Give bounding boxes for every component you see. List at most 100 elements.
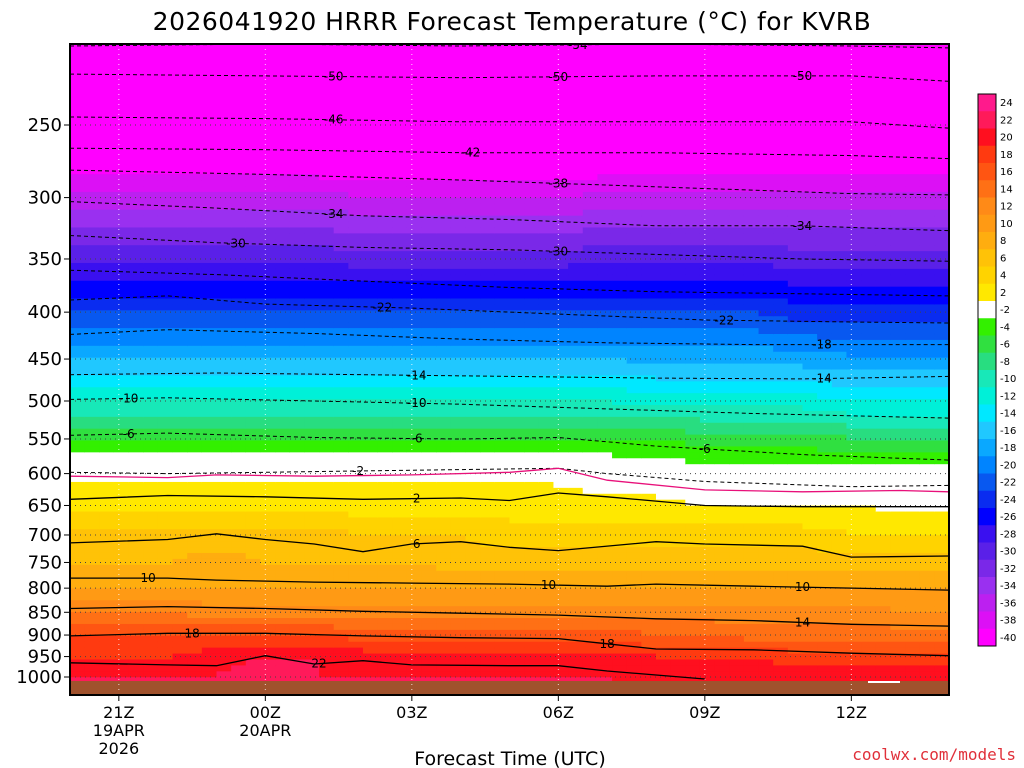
temperature-cell — [201, 594, 218, 601]
temperature-cell — [480, 191, 496, 199]
temperature-cell — [201, 381, 218, 388]
temperature-cell — [187, 209, 203, 217]
temperature-cell — [538, 351, 555, 359]
temperature-cell — [392, 576, 408, 584]
temperature-cell — [421, 363, 437, 371]
temperature-cell — [699, 487, 716, 495]
temperature-cell — [304, 67, 320, 75]
temperature-cell — [494, 671, 511, 678]
temperature-cell — [494, 416, 511, 424]
temperature-cell — [568, 594, 584, 601]
temperature-cell — [319, 558, 335, 566]
temperature-cell — [480, 677, 496, 684]
temperature-cell — [436, 677, 452, 684]
temperature-cell — [377, 517, 393, 524]
temperature-cell — [113, 357, 130, 365]
temperature-cell — [231, 186, 247, 193]
temperature-cell — [465, 535, 481, 542]
temperature-cell — [626, 612, 642, 619]
temperature-cell — [84, 623, 100, 631]
temperature-cell — [187, 357, 203, 365]
temperature-cell — [348, 120, 364, 128]
temperature-cell — [392, 671, 408, 678]
temperature-cell — [275, 186, 291, 193]
temperature-cell — [465, 233, 481, 240]
temperature-cell — [275, 369, 291, 377]
temperature-cell — [656, 558, 672, 566]
temperature-cell — [509, 576, 525, 584]
temperature-cell — [406, 55, 423, 63]
temperature-cell — [656, 221, 672, 229]
temperature-cell — [626, 61, 642, 69]
temperature-cell — [216, 517, 232, 524]
temperature-cell — [260, 552, 276, 560]
temperature-cell — [99, 262, 115, 270]
temperature-cell — [363, 186, 379, 193]
temperature-cell — [319, 381, 335, 388]
temperature-cell — [377, 588, 393, 595]
temperature-cell — [260, 85, 276, 92]
temperature-cell — [626, 493, 642, 501]
temperature-cell — [685, 67, 701, 75]
temperature-cell — [304, 120, 320, 128]
temperature-cell — [626, 286, 642, 294]
temperature-cell — [641, 647, 657, 655]
temperature-cell — [656, 582, 672, 590]
temperature-cell — [216, 570, 232, 578]
temperature-cell — [509, 156, 525, 163]
temperature-cell — [509, 310, 525, 317]
temperature-cell — [421, 511, 437, 519]
temperature-cell — [494, 677, 511, 684]
temperature-cell — [128, 582, 144, 590]
temperature-cell — [319, 671, 335, 678]
temperature-cell — [509, 85, 525, 92]
temperature-cell — [231, 44, 247, 51]
temperature-cell — [113, 416, 130, 424]
temperature-cell — [231, 156, 247, 163]
temperature-cell — [465, 85, 481, 92]
temperature-cell — [597, 647, 613, 655]
temperature-cell — [333, 564, 349, 572]
temperature-cell — [626, 91, 642, 98]
temperature-cell — [275, 298, 291, 305]
temperature-cell — [626, 316, 642, 323]
temperature-cell — [172, 618, 188, 625]
temperature-cell — [568, 647, 584, 655]
temperature-cell — [582, 262, 598, 270]
temperature-cell — [377, 328, 393, 335]
temperature-cell — [406, 363, 423, 371]
temperature-cell — [568, 109, 584, 116]
temperature-cell — [494, 67, 511, 75]
temperature-cell — [289, 322, 305, 329]
temperature-cell — [685, 162, 701, 169]
temperature-cell — [157, 422, 174, 430]
temperature-cell — [553, 505, 569, 513]
temperature-cell — [699, 168, 716, 175]
temperature-cell — [465, 44, 481, 51]
temperature-cell — [699, 138, 716, 146]
temperature-cell — [245, 328, 262, 335]
temperature-cell — [275, 339, 291, 347]
temperature-cell — [333, 221, 349, 229]
temperature-cell — [450, 251, 467, 258]
temperature-cell — [84, 85, 100, 92]
temperature-cell — [363, 410, 379, 418]
temperature-cell — [201, 547, 218, 554]
temperature-cell — [377, 606, 393, 613]
temperature-cell — [656, 268, 672, 276]
temperature-cell — [275, 150, 291, 158]
temperature-cell — [670, 316, 686, 323]
temperature-cell — [538, 209, 555, 217]
temperature-cell — [70, 588, 86, 595]
temperature-cell — [143, 345, 159, 353]
temperature-cell — [319, 174, 335, 181]
temperature-cell — [685, 156, 701, 163]
temperature-cell — [172, 174, 188, 181]
temperature-cell — [304, 174, 320, 181]
temperature-cell — [289, 97, 305, 104]
temperature-cell — [714, 369, 730, 377]
temperature-cell — [465, 221, 481, 229]
temperature-cell — [670, 156, 686, 163]
temperature-cell — [450, 186, 467, 193]
temperature-cell — [187, 493, 203, 501]
